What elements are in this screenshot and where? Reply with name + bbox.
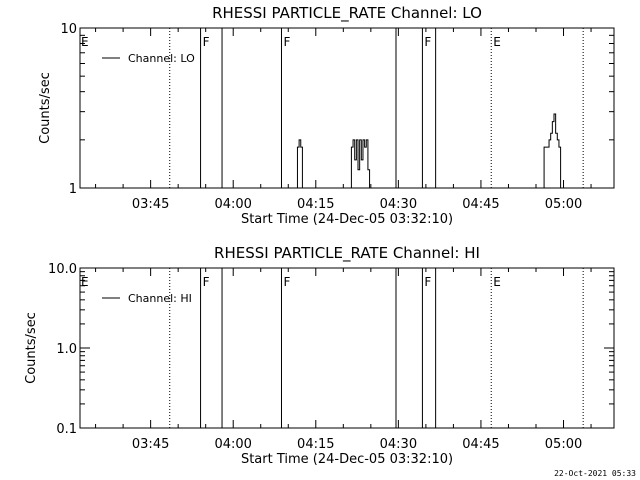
- panel2-x-axis-label: Start Time (24-Dec-05 03:32:10): [241, 452, 453, 467]
- panel1-event-marker-label: E: [493, 35, 501, 49]
- panel1-x-tick-label: 04:30: [380, 197, 417, 212]
- panel1-y-tick-label: 10: [60, 22, 77, 37]
- panel1-event-marker-label: F: [424, 35, 431, 49]
- panel2-y-tick-label: 0.1: [56, 422, 77, 437]
- panel2-x-tick-label: 05:00: [545, 437, 582, 452]
- panel1-x-axis-label: Start Time (24-Dec-05 03:32:10): [241, 212, 453, 227]
- panel1-event-marker-label: F: [283, 35, 290, 49]
- panel2-event-marker-label: F: [283, 275, 290, 289]
- panel1-x-tick-label: 04:15: [297, 197, 334, 212]
- panel1-y-tick-label: 1: [69, 182, 77, 197]
- panel2-legend-label: Channel: HI: [128, 292, 192, 305]
- panel1-x-tick-label: 03:45: [132, 197, 169, 212]
- panel2-event-marker-label: E: [493, 275, 501, 289]
- panel1-x-tick-label: 05:00: [545, 197, 582, 212]
- panel2-x-tick-label: 04:45: [462, 437, 499, 452]
- panel2-x-tick-label: 03:45: [132, 437, 169, 452]
- panel2-x-tick-label: 04:30: [380, 437, 417, 452]
- panel2-left-event-marker: E: [81, 275, 89, 289]
- panel1-legend-label: Channel: LO: [128, 52, 195, 65]
- footer-timestamp: 22-Oct-2021 05:33: [554, 469, 636, 478]
- panel2-x-tick-label: 04:15: [297, 437, 334, 452]
- panel2-x-tick-label: 04:00: [214, 437, 251, 452]
- panel1-title: RHESSI PARTICLE_RATE Channel: LO: [212, 4, 482, 23]
- panel1-series-line: [80, 113, 606, 189]
- panel1-x-tick-label: 04:00: [214, 197, 251, 212]
- panel1-y-axis-label: Counts/sec: [38, 72, 53, 144]
- panel2-y-tick-label: 1.0: [56, 342, 77, 357]
- panel2-y-tick-label: 10.0: [48, 262, 77, 277]
- panel2-y-axis-label: Counts/sec: [24, 312, 39, 384]
- panel1-left-event-marker: E: [81, 35, 89, 49]
- panel1-event-marker-label: F: [203, 35, 210, 49]
- panel2-title: RHESSI PARTICLE_RATE Channel: HI: [214, 244, 480, 263]
- panel1-x-tick-label: 04:45: [462, 197, 499, 212]
- panel2-event-marker-label: F: [203, 275, 210, 289]
- panel2-event-marker-label: F: [424, 275, 431, 289]
